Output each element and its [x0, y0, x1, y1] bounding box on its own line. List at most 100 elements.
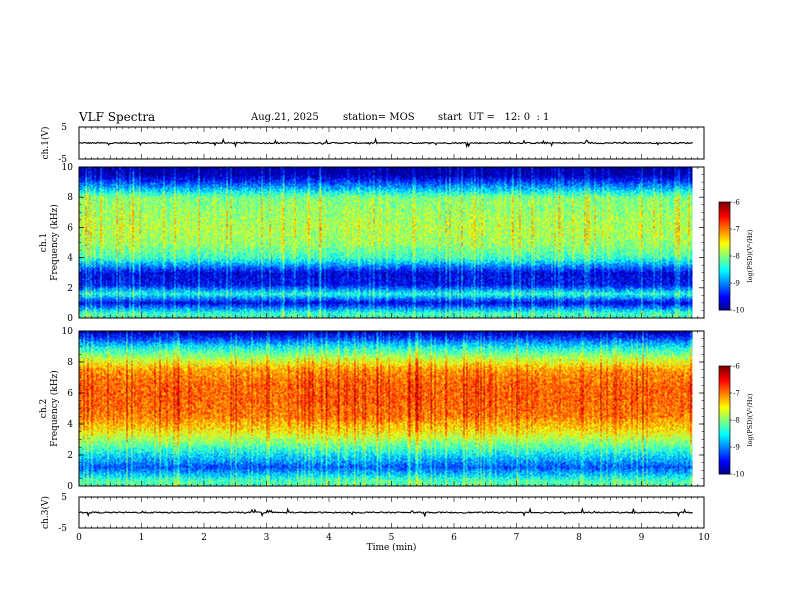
- ch1-spectrogram-colorbar-cell: [719, 230, 730, 234]
- ch1-waveform-ytick-label: -5: [58, 155, 67, 165]
- ch1-spectrogram-ylabel: Frequency (kHz): [49, 204, 60, 281]
- ch2-spectrogram-colorbar-cell: [719, 400, 730, 403]
- ch1-spectrogram-image: [79, 167, 693, 318]
- ch1-spectrogram-colorbar-cell: [719, 270, 730, 273]
- ch1-spectrogram-ytick-label: 2: [67, 284, 73, 294]
- ch1-spectrogram-colorbar-cell: [719, 281, 730, 284]
- ch2-spectrogram-colorbar-cell: [719, 387, 730, 390]
- ch1-spectrogram-colorbar-label: log(PSD)(V²/Hz): [746, 229, 754, 282]
- ch2-spectrogram-colorbar-cell: [719, 445, 730, 448]
- ch1-spectrogram-colorbar-cell: [719, 286, 730, 289]
- ch2-spectrogram-colorbar-cell: [719, 470, 730, 473]
- ch1-spectrogram-panel-label: ch.1: [39, 233, 49, 252]
- ch1-spectrogram-colorbar-cell: [719, 239, 730, 243]
- ch2-spectrogram-colorbar-cell: [719, 380, 730, 383]
- ch2-spectrogram-colorbar-cell: [719, 384, 730, 387]
- ch1-spectrogram-colorbar-cell: [719, 252, 730, 255]
- x-tick-label: 7: [514, 533, 520, 543]
- ch2-spectrogram-colorbar-cell: [719, 418, 730, 421]
- ch2-spectrogram-ytick-label: 6: [67, 389, 73, 399]
- ch1-spectrogram-ytick-label: 0: [67, 314, 73, 324]
- ch2-spectrogram-colorbar-cell: [719, 385, 730, 389]
- ch2-spectrogram-colorbar-cell: [719, 430, 730, 434]
- ch1-spectrogram-colorbar-cell: [719, 248, 730, 252]
- ch1-spectrogram-colorbar-cell: [719, 220, 730, 223]
- ch3-waveform-panel: [78, 507, 693, 518]
- ch1-spectrogram-colorbar-cell: [719, 290, 730, 293]
- ch1-waveform-trace: [79, 137, 693, 149]
- ch2-spectrogram-colorbar-tick-label: -7: [733, 390, 740, 398]
- ch1-spectrogram-colorbar-cell: [719, 250, 730, 253]
- ch2-spectrogram-ytick-label: 10: [62, 327, 74, 337]
- ch2-spectrogram-colorbar-cell: [719, 425, 730, 428]
- ch1-spectrogram-colorbar-cell: [719, 306, 730, 309]
- start-time-label: start UT = 12: 0 : 1: [438, 112, 550, 123]
- ch1-spectrogram-colorbar-cell: [719, 225, 730, 228]
- ch1-waveform-ytick-label: 5: [61, 123, 67, 133]
- ch1-spectrogram-colorbar-cell: [719, 247, 730, 250]
- ch1-spectrogram-colorbar-cell: [719, 263, 730, 266]
- ch2-spectrogram-colorbar-cell: [719, 407, 730, 410]
- ch2-spectrogram-colorbar-cell: [719, 412, 730, 416]
- ch2-spectrogram-colorbar-label: log(PSD)(V²/Hz): [746, 393, 754, 446]
- ch2-spectrogram-colorbar-cell: [719, 394, 730, 398]
- ch2-spectrogram-colorbar-cell: [719, 423, 730, 426]
- ch2-spectrogram-colorbar-cell: [719, 472, 730, 475]
- ch3-waveform-ytick-label: -5: [58, 524, 67, 534]
- ch1-spectrogram-colorbar-cell: [719, 211, 730, 214]
- ch1-spectrogram-colorbar-cell: [719, 254, 730, 257]
- ch1-spectrogram-colorbar-cell: [719, 283, 730, 286]
- ch2-spectrogram-colorbar-cell: [719, 457, 730, 461]
- ch1-spectrogram-colorbar-tick-label: -10: [733, 307, 744, 315]
- ch2-spectrogram-colorbar-cell: [719, 405, 730, 408]
- ch1-spectrogram-colorbar-cell: [719, 272, 730, 275]
- ch1-spectrogram-colorbar-cell: [719, 214, 730, 217]
- x-tick-label: 9: [639, 533, 645, 543]
- ch1-spectrogram-colorbar-cell: [719, 232, 730, 235]
- ch2-spectrogram-ytick-label: 2: [67, 451, 73, 461]
- ch2-spectrogram-colorbar-cell: [719, 376, 730, 380]
- ch1-spectrogram-colorbar-cell: [719, 299, 730, 302]
- ch2-spectrogram-colorbar-cell: [719, 403, 730, 407]
- ch2-spectrogram-colorbar-cell: [719, 369, 730, 372]
- ch1-spectrogram-colorbar-cell: [719, 229, 730, 232]
- ch1-spectrogram-colorbar-cell: [719, 266, 730, 270]
- ch2-spectrogram-colorbar-cell: [719, 416, 730, 419]
- ch1-spectrogram-colorbar-cell: [719, 275, 730, 279]
- ch2-spectrogram-colorbar-cell: [719, 454, 730, 457]
- ch1-spectrogram-colorbar-cell: [719, 203, 730, 207]
- ch2-spectrogram-colorbar-cell: [719, 427, 730, 430]
- ch1-spectrogram-colorbar-cell: [719, 268, 730, 271]
- ch1-spectrogram-colorbar-cell: [719, 277, 730, 280]
- station-label: station= MOS: [343, 112, 415, 123]
- x-tick-label: 3: [264, 533, 270, 543]
- ch2-spectrogram-colorbar-cell: [719, 367, 730, 371]
- ch2-spectrogram-colorbar-cell: [719, 465, 730, 468]
- ch2-spectrogram-colorbar-cell: [719, 468, 730, 471]
- ch1-waveform-ylabel: ch.1(V): [40, 127, 51, 160]
- ch1-spectrogram-colorbar-cell: [719, 243, 730, 246]
- ch1-spectrogram-colorbar-tick-label: -8: [733, 253, 740, 261]
- ch1-spectrogram-colorbar-cell: [719, 209, 730, 212]
- ch2-spectrogram-colorbar-cell: [719, 371, 730, 374]
- ch2-spectrogram-colorbar-cell: [719, 448, 730, 452]
- ch1-spectrogram-colorbar-cell: [719, 308, 730, 311]
- ch1-spectrogram-colorbar-cell: [719, 292, 730, 295]
- ch2-spectrogram-colorbar-cell: [719, 373, 730, 376]
- ch2-spectrogram-colorbar-cell: [719, 456, 730, 459]
- ch1-spectrogram-colorbar-cell: [719, 218, 730, 221]
- ch1-spectrogram-colorbar-cell: [719, 205, 730, 208]
- ch2-spectrogram-colorbar-cell: [719, 389, 730, 392]
- ch1-spectrogram-colorbar-cell: [719, 223, 730, 226]
- ch1-spectrogram-colorbar-cell: [719, 221, 730, 225]
- ch2-spectrogram-colorbar-cell: [719, 391, 730, 394]
- ch2-spectrogram-colorbar-cell: [719, 402, 730, 405]
- ch2-spectrogram-colorbar-tick-label: -6: [733, 363, 740, 371]
- ch2-spectrogram-colorbar-cell: [719, 382, 730, 385]
- ch2-spectrogram-colorbar-cell: [719, 432, 730, 435]
- ch1-spectrogram-colorbar-cell: [719, 304, 730, 307]
- ch2-spectrogram-colorbar-cell: [719, 436, 730, 439]
- ch1-spectrogram-colorbar-tick-label: -6: [733, 199, 740, 207]
- ch2-spectrogram-ytick-label: 8: [67, 358, 73, 368]
